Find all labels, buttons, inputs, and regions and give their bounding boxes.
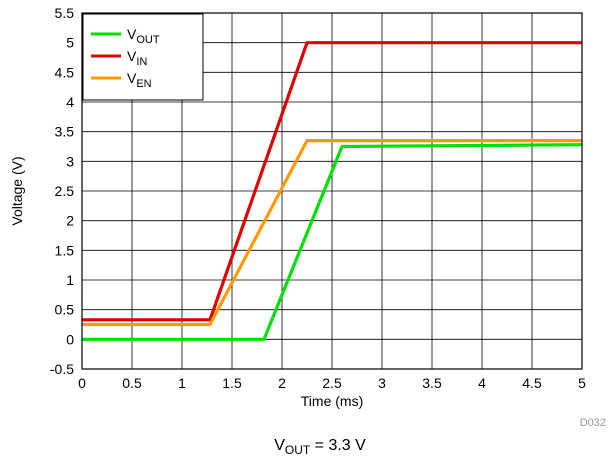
- y-tick-label: 3.5: [55, 124, 75, 140]
- y-tick-label: 4.5: [55, 64, 75, 80]
- x-tick-label: 2: [278, 375, 286, 391]
- caption: VOUT = 3.3 V: [274, 437, 366, 457]
- y-tick-label: 3: [66, 153, 74, 169]
- series-lines: [81, 41, 583, 341]
- x-tick-label: 0: [78, 375, 86, 391]
- x-tick-label: 1: [178, 375, 186, 391]
- x-tick-label: 5: [578, 375, 586, 391]
- series-line-vin: [82, 41, 582, 322]
- y-tick-label: 1.5: [55, 242, 75, 258]
- y-tick-label: -0.5: [50, 361, 74, 377]
- x-tick-label: 0.5: [122, 375, 142, 391]
- figure-code: D032: [580, 417, 606, 429]
- y-tick-label: 0: [66, 331, 74, 347]
- y-tick-label: 5: [66, 35, 74, 51]
- x-tick-label: 4: [478, 375, 486, 391]
- x-tick-label: 4.5: [522, 375, 542, 391]
- y-axis-label: Voltage (V): [9, 156, 25, 225]
- legend-label-vin: VIN: [127, 48, 147, 68]
- y-tick-label: 2.5: [55, 183, 75, 199]
- x-tick-label: 2.5: [322, 375, 342, 391]
- y-tick-labels: -0.5 0 0.5 1 1.5 2 2.5 3 3.5 4 4.5 5 5.5: [50, 5, 74, 377]
- plot-frame: [81, 12, 583, 370]
- caption-rest: = 3.3 V: [310, 437, 366, 454]
- series-line-vout: [82, 143, 583, 341]
- y-tick-label: 5.5: [55, 5, 75, 21]
- y-tick-label: 4: [66, 94, 74, 110]
- y-tick-label: 2: [66, 213, 74, 229]
- y-tick-label: 1: [66, 272, 74, 288]
- x-tick-label: 3: [378, 375, 386, 391]
- x-tick-label: 3.5: [422, 375, 442, 391]
- x-tick-labels: 0 0.5 1 1.5 2 2.5 3 3.5 4 4.5 5: [78, 375, 586, 391]
- series-line-ven: [82, 139, 582, 327]
- y-tick-label: 0.5: [55, 302, 75, 318]
- legend-label-vout: VOUT: [127, 26, 160, 46]
- x-axis-label: Time (ms): [301, 393, 363, 409]
- x-tick-label: 1.5: [222, 375, 242, 391]
- caption-main: V: [274, 437, 285, 454]
- caption-sub: OUT: [285, 443, 311, 457]
- legend-label-ven: VEN: [127, 70, 152, 90]
